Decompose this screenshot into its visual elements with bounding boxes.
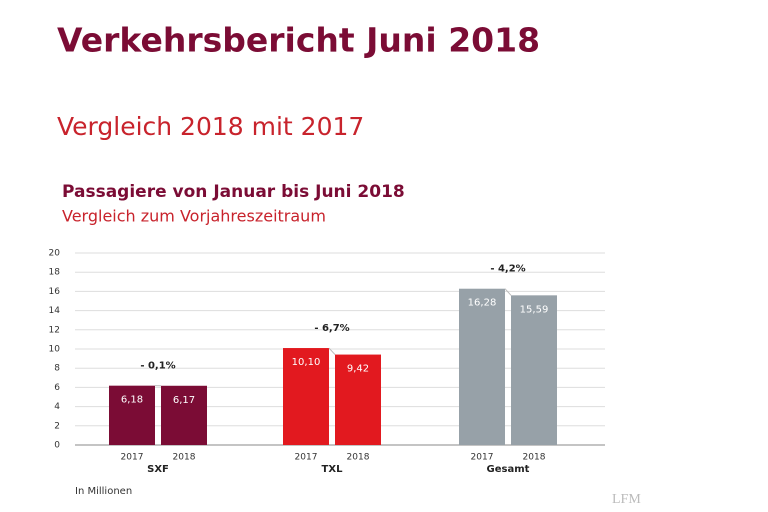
- bar: [109, 385, 155, 445]
- year-label: 2018: [173, 453, 196, 463]
- value-label: 6,17: [173, 395, 195, 406]
- year-label: 2017: [121, 453, 144, 463]
- change-connector: [328, 347, 336, 355]
- x-tick-label: TXL: [322, 464, 344, 475]
- bar: [335, 354, 381, 445]
- change-connector: [504, 288, 512, 296]
- change-label: - 6,7%: [314, 323, 349, 334]
- x-tick-label: Gesamt: [487, 464, 530, 475]
- value-label: 16,28: [468, 298, 497, 309]
- y-tick-label: 18: [49, 268, 61, 278]
- year-label: 2018: [347, 453, 370, 463]
- value-label: 10,10: [292, 357, 321, 368]
- page-subtitle: Vergleich 2018 mit 2017: [57, 112, 364, 141]
- y-tick-label: 4: [54, 402, 60, 412]
- y-tick-label: 6: [54, 383, 60, 393]
- y-tick-label: 14: [49, 306, 61, 316]
- change-label: - 0,1%: [140, 361, 175, 372]
- bar: [161, 385, 207, 445]
- x-tick-label: SXF: [147, 464, 169, 475]
- year-label: 2018: [523, 453, 546, 463]
- y-tick-label: 2: [54, 421, 60, 431]
- value-label: 15,59: [520, 304, 549, 315]
- bar: [459, 288, 505, 445]
- year-label: 2017: [471, 453, 494, 463]
- y-tick-label: 10: [49, 345, 61, 355]
- value-label: 9,42: [347, 364, 369, 375]
- change-label: - 4,2%: [490, 264, 525, 275]
- y-tick-label: 20: [49, 249, 61, 259]
- chart-title: Passagiere von Januar bis Juni 2018: [62, 182, 405, 202]
- bar: [283, 348, 329, 445]
- watermark: LFM: [612, 492, 641, 507]
- y-tick-label: 12: [49, 325, 60, 335]
- chart-subtitle: Vergleich zum Vorjahreszeitraum: [62, 207, 326, 226]
- value-label: 6,18: [121, 395, 143, 406]
- y-tick-label: 0: [54, 441, 60, 451]
- unit-note: In Millionen: [75, 486, 132, 497]
- y-tick-label: 16: [49, 287, 61, 297]
- bar: [511, 295, 557, 445]
- year-label: 2017: [295, 453, 318, 463]
- page-title: Verkehrsbericht Juni 2018: [57, 21, 540, 60]
- y-tick-label: 8: [54, 364, 60, 374]
